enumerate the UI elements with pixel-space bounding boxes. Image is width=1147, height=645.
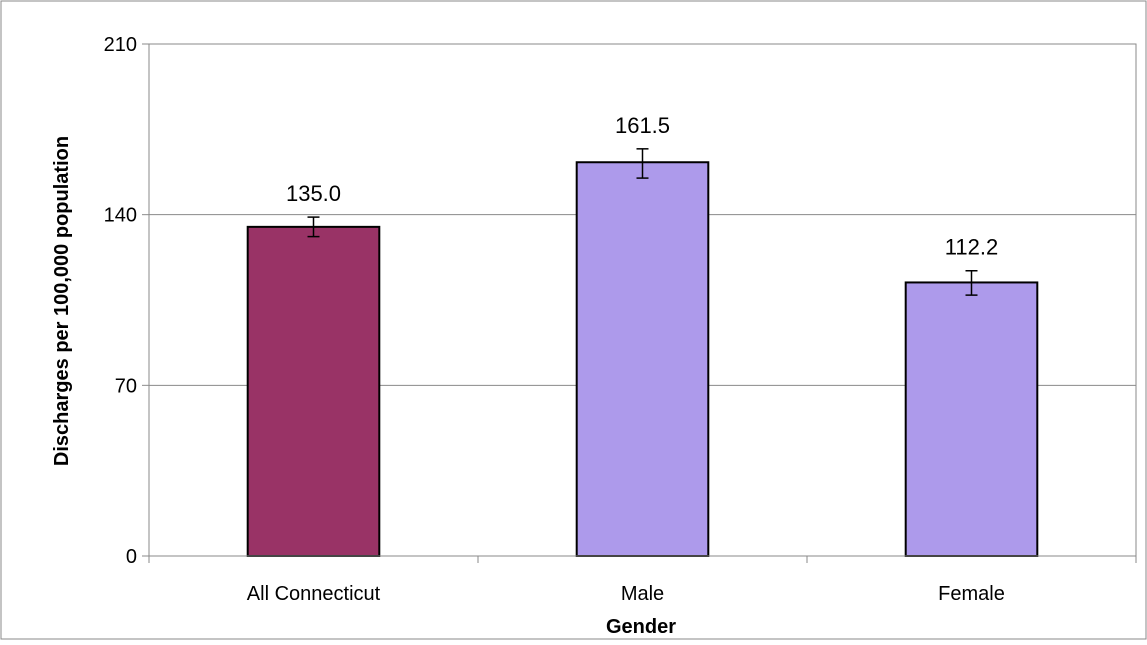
y-tick-label: 0 [126,546,137,568]
data-label: 135.0 [286,181,341,206]
bar [575,161,710,557]
x-tick-label: Female [938,583,1005,605]
x-tick-label: Male [621,583,664,605]
x-tick-label: All Connecticut [247,583,381,605]
bar [904,281,1039,557]
data-label: 112.2 [945,235,998,260]
x-axis-title: Gender [606,616,676,638]
y-tick-label: 70 [115,375,137,397]
data-label: 161.5 [615,113,670,138]
labels: 0 70 140 210 135.0 All Connecticut 161.5 Male 11… [104,34,1005,605]
bars [246,148,1039,557]
axes [142,43,1137,563]
y-tick-label: 210 [104,34,137,56]
y-axis-title: Discharges per 100,000 population [51,136,73,466]
bar [246,225,381,557]
y-tick-label: 140 [104,205,137,227]
